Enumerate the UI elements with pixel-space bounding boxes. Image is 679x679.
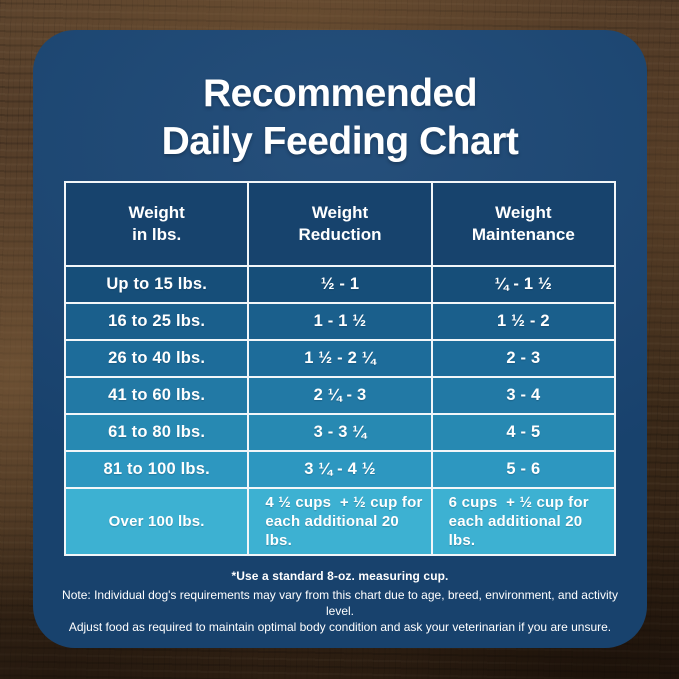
weight-range-cell: Up to 15 lbs. bbox=[63, 265, 250, 304]
weight-maintenance-cell: 3 - 4 bbox=[430, 376, 617, 415]
table-row: 61 to 80 lbs. 3 - 3 ¼ 4 - 5 bbox=[63, 413, 617, 452]
chart-title-line2: Daily Feeding Chart bbox=[161, 120, 519, 163]
weight-maintenance-cell: 5 - 6 bbox=[430, 450, 617, 489]
table-row: Up to 15 lbs. ½ - 1 ¼ - 1 ½ bbox=[63, 265, 617, 304]
weight-reduction-cell: 3 - 3 ¼ bbox=[247, 413, 433, 452]
table-row: 26 to 40 lbs. 1 ½ - 2 ¼ 2 - 3 bbox=[63, 339, 617, 378]
weight-maintenance-cell: 6 cups + ½ cup for each additional 20 lb… bbox=[430, 487, 617, 556]
col-header-weight: Weight in lbs. bbox=[63, 181, 250, 267]
table-row: Over 100 lbs. 4 ½ cups + ½ cup for each … bbox=[63, 487, 617, 556]
feeding-chart-card: Recommended Daily Feeding Chart Weight i… bbox=[33, 30, 647, 648]
measuring-cup-footnote: *Use a standard 8-oz. measuring cup. bbox=[231, 569, 449, 583]
table-row: 81 to 100 lbs. 3 ¼ - 4 ½ 5 - 6 bbox=[63, 450, 617, 489]
weight-maintenance-cell: ¼ - 1 ½ bbox=[430, 265, 617, 304]
weight-reduction-cell: ½ - 1 bbox=[247, 265, 433, 304]
weight-range-cell: 61 to 80 lbs. bbox=[63, 413, 250, 452]
weight-range-cell: 41 to 60 lbs. bbox=[63, 376, 250, 415]
weight-range-cell: 26 to 40 lbs. bbox=[63, 339, 250, 378]
disclaimer-note: Note: Individual dog's requirements may … bbox=[60, 587, 620, 635]
chart-title-line1: Recommended bbox=[202, 72, 478, 115]
weight-range-cell: 81 to 100 lbs. bbox=[63, 450, 250, 489]
chart-title: Recommended Daily Feeding Chart bbox=[33, 70, 647, 166]
weight-reduction-cell: 2 ¼ - 3 bbox=[247, 376, 433, 415]
weight-maintenance-cell: 4 - 5 bbox=[430, 413, 617, 452]
weight-maintenance-cell: 1 ½ - 2 bbox=[430, 302, 617, 341]
feeding-table-head: Weight in lbs. Weight Reduction Weight M… bbox=[63, 181, 617, 267]
weight-reduction-cell: 4 ½ cups + ½ cup for each additional 20 … bbox=[247, 487, 433, 556]
feeding-table: Weight in lbs. Weight Reduction Weight M… bbox=[63, 181, 617, 556]
weight-range-cell: 16 to 25 lbs. bbox=[63, 302, 250, 341]
table-row: 16 to 25 lbs. 1 - 1 ½ 1 ½ - 2 bbox=[63, 302, 617, 341]
header-row: Weight in lbs. Weight Reduction Weight M… bbox=[63, 181, 617, 267]
weight-reduction-cell: 1 - 1 ½ bbox=[247, 302, 433, 341]
feeding-table-body: Up to 15 lbs. ½ - 1 ¼ - 1 ½ 16 to 25 lbs… bbox=[63, 265, 617, 556]
disclaimer-note-line2: Adjust food as required to maintain opti… bbox=[68, 620, 612, 634]
weight-reduction-cell: 3 ¼ - 4 ½ bbox=[247, 450, 433, 489]
col-header-weight-reduction: Weight Reduction bbox=[247, 181, 433, 267]
weight-maintenance-cell: 2 - 3 bbox=[430, 339, 617, 378]
disclaimer-note-line1: Note: Individual dog's requirements may … bbox=[62, 588, 618, 618]
weight-reduction-cell: 1 ½ - 2 ¼ bbox=[247, 339, 433, 378]
col-header-weight-maintenance: Weight Maintenance bbox=[430, 181, 617, 267]
table-row: 41 to 60 lbs. 2 ¼ - 3 3 - 4 bbox=[63, 376, 617, 415]
weight-range-cell: Over 100 lbs. bbox=[63, 487, 250, 556]
